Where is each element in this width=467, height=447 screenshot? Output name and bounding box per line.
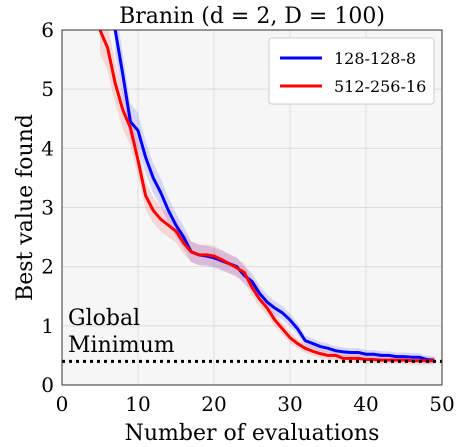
y-tick-label: 0 xyxy=(41,373,54,397)
x-tick-label: 20 xyxy=(201,392,226,416)
x-tick-label: 50 xyxy=(429,392,454,416)
x-axis-label: Number of evaluations xyxy=(125,421,380,446)
y-tick-label: 1 xyxy=(41,314,54,338)
legend-label-512-256-16: 512-256-16 xyxy=(334,77,426,96)
y-tick-label: 3 xyxy=(41,196,54,220)
x-tick-label: 40 xyxy=(353,392,378,416)
legend-label-128-128-8: 128-128-8 xyxy=(334,49,416,68)
x-tick-label: 30 xyxy=(277,392,302,416)
y-tick-label: 6 xyxy=(41,18,54,42)
y-tick-label: 2 xyxy=(41,255,54,279)
x-tick-label: 0 xyxy=(56,392,69,416)
global-minimum-label-line1: Global xyxy=(68,306,140,331)
series-line-128-128-8 xyxy=(113,30,435,362)
y-tick-labels: 0 1 2 3 4 5 6 xyxy=(41,18,54,397)
y-tick-label: 5 xyxy=(41,77,54,101)
x-tick-label: 10 xyxy=(125,392,150,416)
y-tick-label: 4 xyxy=(41,136,54,160)
legend: 128-128-8 512-256-16 xyxy=(268,37,435,105)
plot-frame xyxy=(61,29,443,386)
global-minimum-label-line2: Minimum xyxy=(68,333,175,358)
chart-title: Branin (d = 2, D = 100) xyxy=(119,4,385,29)
x-tick-labels: 0 10 20 30 40 50 xyxy=(56,392,455,416)
y-axis-label: Best value found xyxy=(13,114,38,301)
